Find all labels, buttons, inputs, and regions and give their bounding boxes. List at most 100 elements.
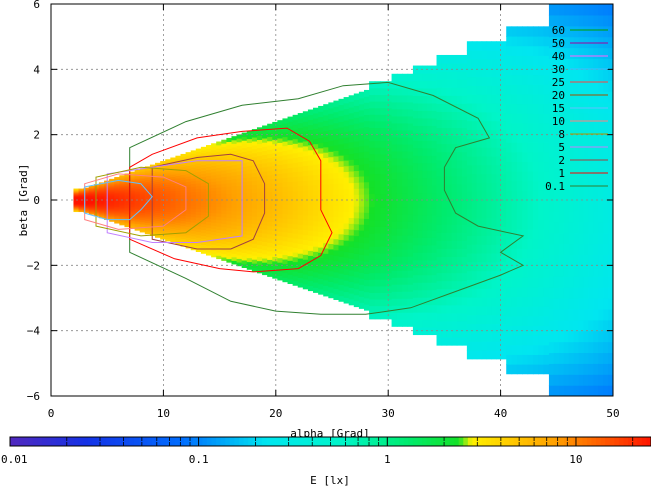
heat-cell — [338, 177, 345, 184]
heat-cell — [241, 252, 248, 257]
legend-label-2: 2 — [558, 154, 565, 167]
heat-cell — [380, 246, 387, 254]
heat-cell — [83, 204, 90, 206]
heat-cell — [287, 162, 294, 169]
heat-cell — [608, 341, 613, 354]
heat-cell — [313, 251, 319, 257]
heat-cell — [436, 87, 443, 96]
heat-cell — [369, 193, 376, 201]
heat-cell — [532, 45, 539, 56]
heat-cell — [282, 236, 289, 242]
heat-cell — [593, 189, 599, 201]
heat-cell — [297, 113, 304, 119]
heat-cell — [558, 210, 565, 223]
heat-cell — [563, 341, 570, 354]
heat-cell — [93, 214, 100, 216]
heat-cell — [241, 170, 248, 175]
heat-cell — [155, 206, 161, 209]
heat-cell — [241, 188, 248, 194]
heat-cell — [532, 286, 539, 298]
colorbar-cell — [28, 437, 34, 446]
heat-cell — [422, 80, 428, 89]
heat-cell — [391, 115, 398, 124]
heat-cell — [282, 168, 289, 174]
heat-cell — [456, 71, 463, 80]
heat-cell — [427, 326, 433, 336]
heat-cell — [491, 67, 497, 78]
heat-cell — [573, 123, 580, 136]
y-axis-label: beta [Grad] — [17, 164, 30, 237]
heat-cell — [200, 170, 207, 175]
heat-cell — [73, 205, 80, 207]
heat-cell — [287, 213, 294, 220]
heat-cell — [558, 91, 565, 103]
heat-cell — [129, 221, 136, 225]
heat-cell — [246, 200, 253, 205]
heat-cell — [200, 211, 207, 216]
heat-cell — [380, 200, 387, 208]
heat-cell — [251, 188, 258, 193]
heat-cell — [481, 200, 488, 210]
heat-cell — [451, 256, 458, 266]
colorbar-cell — [179, 437, 185, 446]
heat-cell — [307, 109, 314, 116]
heat-cell — [501, 120, 507, 131]
heat-cell — [407, 284, 414, 292]
colorbar-cell — [142, 437, 148, 446]
heat-cell — [251, 196, 258, 201]
heat-cell — [422, 185, 428, 194]
heat-cell — [563, 112, 570, 125]
heat-cell — [200, 164, 207, 169]
heat-cell — [190, 169, 197, 174]
heat-cell — [466, 314, 473, 325]
heat-cell — [417, 252, 423, 261]
heat-cell — [471, 332, 478, 342]
contour-lines — [84, 81, 525, 315]
heat-cell — [323, 136, 329, 143]
heat-cell — [246, 226, 253, 232]
heat-cell — [380, 259, 387, 267]
heat-cell — [297, 262, 304, 269]
heat-cell — [369, 81, 376, 89]
heat-cell — [506, 45, 513, 56]
heat-cell — [511, 306, 518, 317]
colorbar-cell — [165, 437, 171, 446]
heat-cell — [318, 283, 324, 290]
heat-cell — [553, 254, 560, 266]
heat-cell — [119, 184, 126, 187]
heat-cell — [353, 288, 360, 296]
colorbar-cell — [357, 437, 364, 446]
heat-cell — [501, 58, 507, 69]
heat-cell — [385, 265, 393, 274]
heat-cell — [160, 221, 166, 225]
heat-cell — [139, 208, 146, 212]
heat-cell — [241, 233, 248, 239]
heat-cell — [486, 252, 493, 263]
heat-cell — [496, 314, 502, 325]
heat-cell — [155, 200, 161, 203]
heat-cell — [516, 238, 523, 249]
heat-cell — [486, 314, 493, 325]
heat-cell — [246, 176, 253, 182]
heat-cell — [369, 213, 376, 221]
heat-cell — [527, 113, 534, 124]
heat-cell — [402, 200, 409, 208]
legend-label-30: 30 — [552, 63, 565, 76]
heat-cell — [573, 112, 580, 125]
heat-cell — [211, 209, 217, 214]
heat-cell — [538, 238, 545, 249]
heat-cell — [109, 210, 115, 213]
heat-cell — [129, 182, 136, 185]
heat-cell — [496, 147, 502, 157]
heat-cell — [583, 178, 589, 190]
heat-cell — [318, 105, 324, 112]
heat-cell — [496, 332, 502, 342]
heat-cell — [553, 341, 560, 354]
heat-cell — [476, 50, 483, 60]
heat-cell — [277, 262, 284, 268]
heat-cell — [391, 185, 398, 194]
heat-cell — [380, 94, 387, 102]
heat-cell — [256, 224, 263, 229]
heat-cell — [568, 36, 575, 49]
heat-cell — [180, 233, 187, 237]
